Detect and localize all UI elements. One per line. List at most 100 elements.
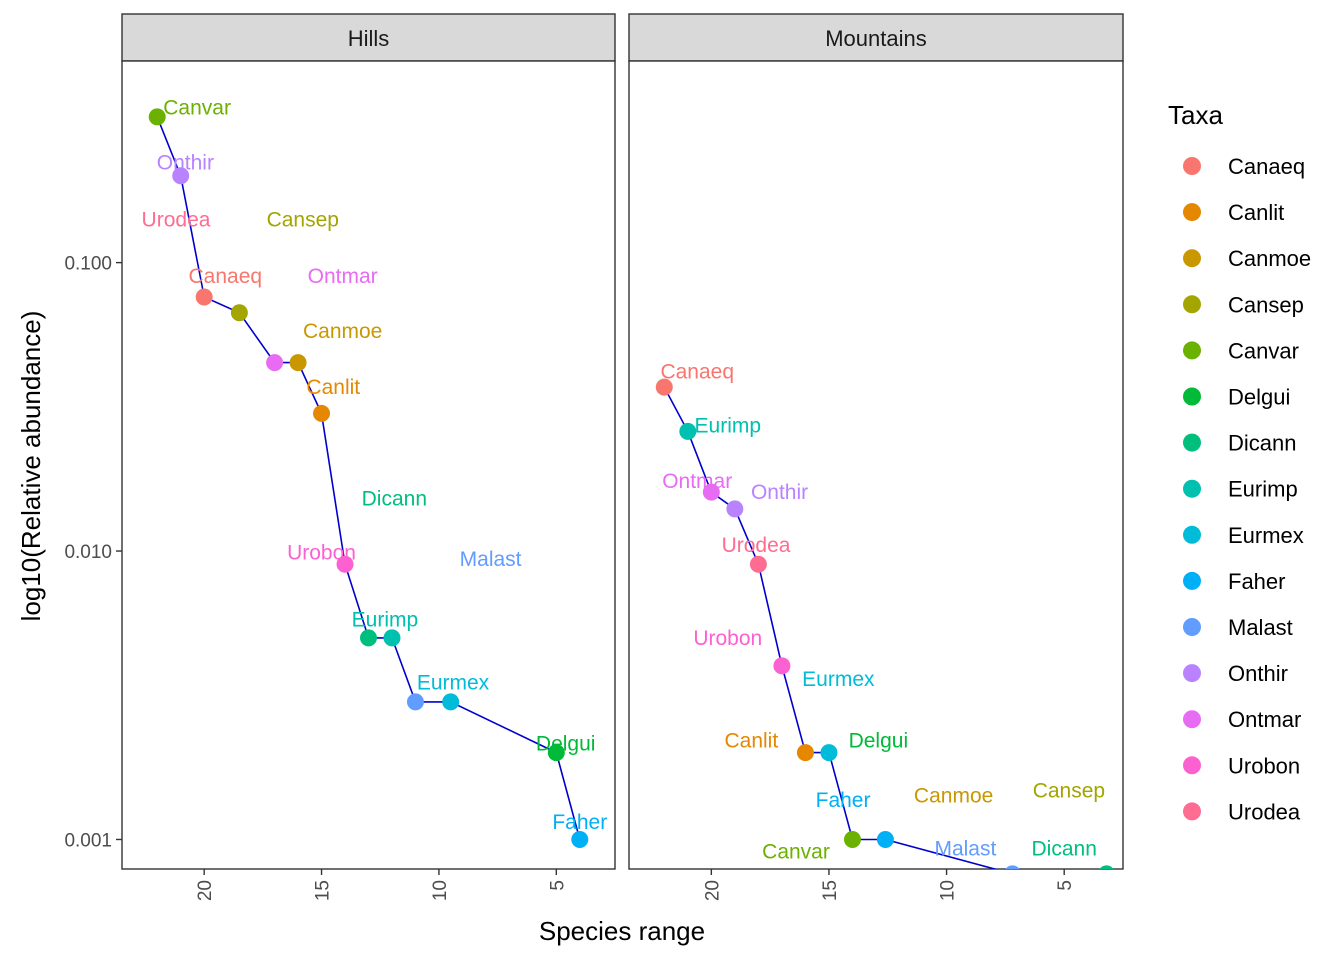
legend-item: Canaeq [1183,154,1305,179]
point-label-eurimp: Eurimp [352,608,419,631]
legend-key-delgui [1183,387,1201,406]
data-point-eurimp [679,422,697,440]
point-label-canvar: Canvar [762,840,830,863]
legend-key-malast [1183,618,1201,636]
point-label-canmoe: Canmoe [303,320,382,343]
point-label-ontmar: Ontmar [662,470,732,493]
x-tick-label: 20 [195,880,216,901]
data-point-dicann [360,629,377,647]
point-label-canlit: Canlit [306,376,360,399]
legend-label: Dicann [1228,431,1296,456]
point-label-cansep: Cansep [1033,779,1105,802]
point-label-urodea: Urodea [142,209,211,232]
facet-panel-hills: Hills 20 15 10 5 0.100 0.010 0.001 Canvar Onthir U… [64,13,616,901]
legend-label: Eurimp [1228,477,1298,502]
data-point-faher [876,830,894,848]
x-tick-label: 5 [547,880,568,891]
legend-item: Eurmex [1183,523,1304,548]
point-label-urobon: Urobon [693,627,762,650]
facet-strip-title: Hills [348,26,390,51]
point-label-ontmar: Ontmar [308,265,378,288]
legend-item: Faher [1183,569,1285,594]
data-point-canaeq [195,288,213,306]
data-point-canlit [796,744,814,762]
legend-key-ontmar [1183,710,1201,729]
legend-item: Canlit [1183,200,1284,225]
facet-strip-title: Mountains [825,26,927,51]
legend-item: Urodea [1183,799,1301,824]
x-tick-label: 15 [820,880,841,901]
data-point-onthir [726,500,744,518]
legend-item: Delgui [1183,385,1290,410]
x-tick-label: 10 [938,880,959,901]
legend-item: Urobon [1183,753,1300,778]
data-point-cansep [230,304,248,322]
legend-key-dicann [1183,433,1201,452]
y-tick-label: 0.100 [64,254,112,275]
point-label-faher: Faher [816,789,871,812]
point-label-eurmex: Eurmex [802,668,875,691]
data-point-malast [1005,865,1020,869]
data-point-canvar [148,108,166,126]
plot-content: Canaeq Eurimp Ontmar Onthir Urodea Urobon Eurm… [655,360,1114,869]
legend-key-eurmex [1183,525,1201,544]
y-axis-title: log10(Relative abundance) [16,311,46,622]
legend-key-cansep [1183,295,1201,314]
legend-item: Onthir [1183,661,1288,686]
data-point-eurmex [442,693,460,711]
data-point-ontmar [266,354,284,372]
data-point-onthir [172,167,190,185]
legend-title: Taxa [1168,100,1223,130]
data-point-ontmar [702,483,720,501]
x-axis-title: Species range [539,916,705,946]
legend-label: Malast [1228,615,1293,640]
legend-key-urobon [1183,756,1201,775]
point-label-canvar: Canvar [163,96,231,119]
y-tick-label: 0.001 [64,830,112,851]
plot-area [121,60,616,870]
legend-item: Canvar [1183,338,1299,363]
legend-key-urodea [1183,802,1201,821]
data-point-delgui [547,744,565,762]
data-point-eurimp [383,629,401,647]
legend-key-canlit [1183,203,1201,222]
facet-panels: Hills 20 15 10 5 0.100 0.010 0.001 Canvar Onthir U… [64,13,1124,901]
point-label-canlit: Canlit [724,730,778,753]
legend-label: Eurmex [1228,523,1304,548]
legend-key-canmoe [1183,249,1201,268]
facet-strip [628,13,1124,62]
legend-items: Canaeq Canlit Canmoe Cansep Canvar Delgui Dica… [1183,154,1311,824]
legend-label: Ontmar [1228,707,1301,732]
x-tick-label: 10 [430,880,451,901]
plot-content: Canvar Onthir Urodea Cansep Canaeq Ontmar Canm… [142,96,607,848]
legend-item: Eurimp [1183,477,1298,502]
data-point-urobon [773,657,791,675]
point-label-eurimp: Eurimp [695,415,762,438]
legend-key-faher [1183,571,1201,590]
legend-item: Canmoe [1183,246,1311,271]
point-label-faher: Faher [552,811,607,834]
legend-label: Urodea [1228,799,1301,824]
legend-label: Faher [1228,569,1285,594]
y-tick-label: 0.010 [64,542,112,563]
legend-label: Canvar [1228,338,1299,363]
plot-area [628,60,1124,870]
data-point-dicann [1099,865,1114,869]
point-label-malast: Malast [460,548,522,571]
legend: Taxa Canaeq Canlit Canmoe Cansep Canvar Delgu… [1168,100,1311,824]
data-point-canaeq [655,378,673,396]
data-point-faher [571,830,589,848]
point-label-onthir: Onthir [751,481,808,504]
facet-strip [121,13,616,62]
point-label-urodea: Urodea [722,534,791,557]
data-point-eurmex [820,744,838,762]
legend-label: Canmoe [1228,246,1311,271]
point-label-dicann: Dicann [362,488,427,511]
data-point-canvar [843,830,861,848]
legend-item: Dicann [1183,431,1296,456]
legend-label: Cansep [1228,292,1304,317]
data-point-canlit [313,404,331,422]
point-label-urobon: Urobon [287,541,356,564]
legend-label: Urobon [1228,753,1300,778]
